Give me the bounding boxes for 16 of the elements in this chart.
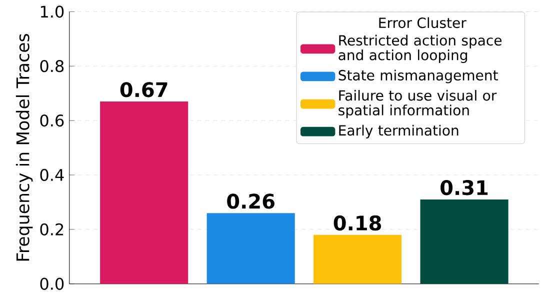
data-label: 0.31 <box>440 180 488 196</box>
legend-label: Failure to use visual or spatial information <box>338 90 497 118</box>
y-tick-label: 0.0 <box>40 278 64 290</box>
data-label: 0.18 <box>334 215 381 231</box>
y-tick-label: 0.8 <box>40 60 64 72</box>
y-tick-label: 0.4 <box>40 168 64 181</box>
legend-title: Error Cluster <box>379 17 466 28</box>
y-tick-label: 0.2 <box>40 223 64 236</box>
y-axis-title: Frequency in Model Traces <box>16 34 33 261</box>
y-tick-label: 0.6 <box>40 114 64 127</box>
legend-label: Restricted action space and action looping <box>338 34 502 63</box>
y-tick-label: 1.0 <box>40 6 64 18</box>
data-label: 0.26 <box>227 194 274 209</box>
legend-label: State mismanagement <box>338 70 498 84</box>
data-label: 0.67 <box>120 82 168 98</box>
legend-label: Early termination <box>339 124 458 138</box>
